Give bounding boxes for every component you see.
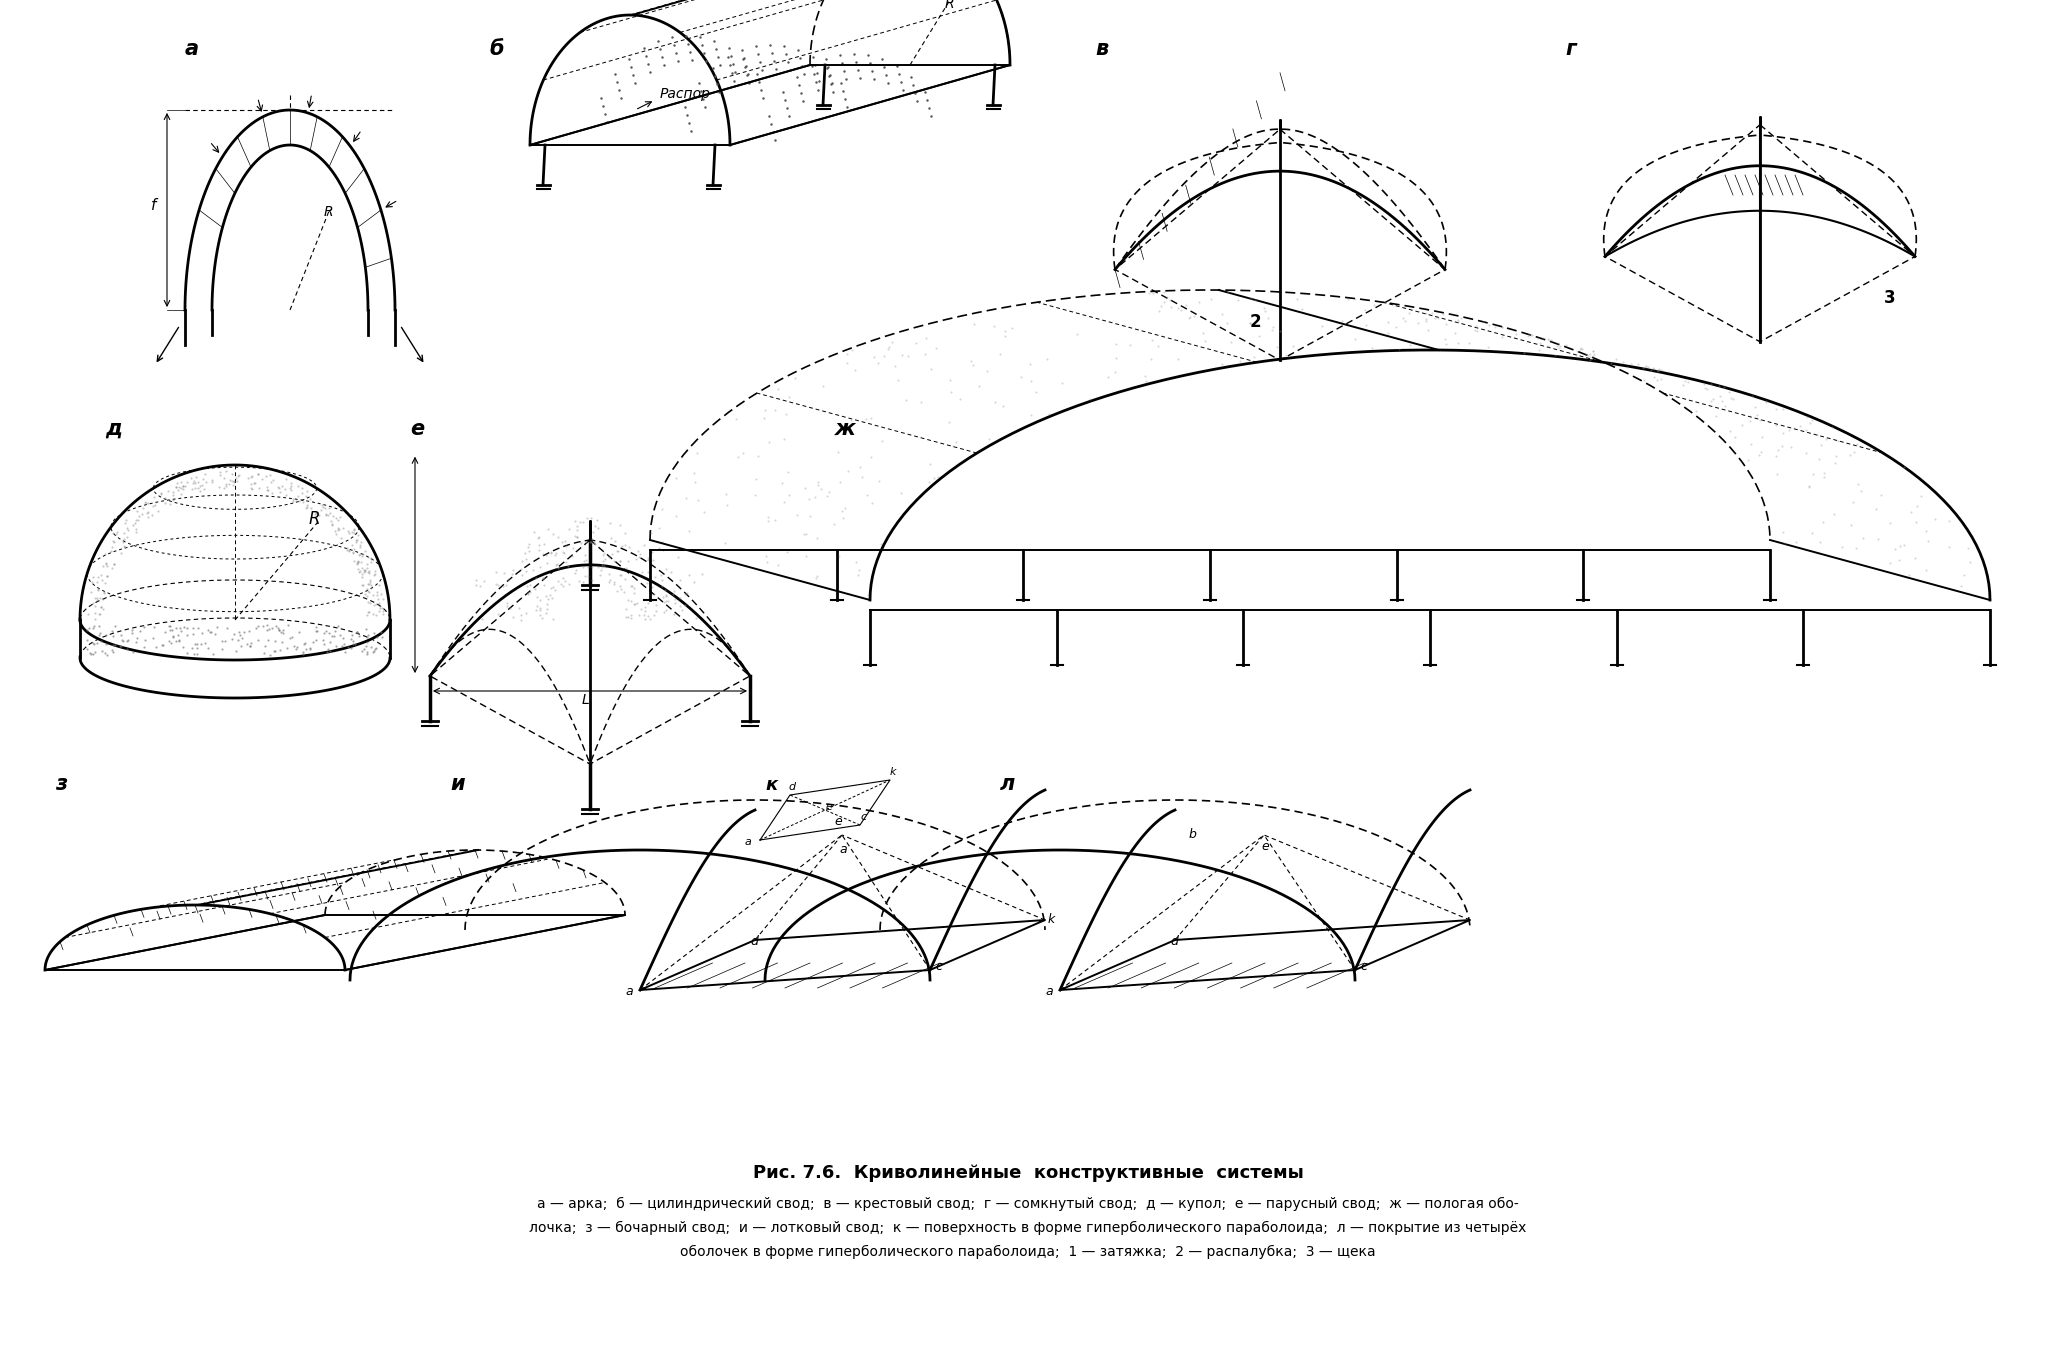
Text: г: г (1565, 39, 1575, 59)
Text: R: R (946, 0, 954, 11)
Text: a: a (839, 843, 847, 855)
Text: c: c (1359, 960, 1367, 973)
Text: и: и (450, 775, 465, 793)
Text: d: d (1170, 935, 1178, 948)
Text: д: д (105, 419, 121, 439)
Text: k: k (1049, 913, 1055, 925)
Text: Рис. 7.6.  Криволинейные  конструктивные  системы: Рис. 7.6. Криволинейные конструктивные с… (752, 1164, 1304, 1183)
Text: L: L (582, 692, 590, 707)
Text: a: a (744, 836, 752, 847)
Text: e: e (835, 815, 841, 828)
Text: з: з (56, 775, 68, 793)
Text: а — арка;  б — цилиндрический свод;  в — крестовый свод;  г — сомкнутый свод;  д: а — арка; б — цилиндрический свод; в — к… (537, 1197, 1519, 1211)
Text: лочка;  з — бочарный свод;  и — лотковый свод;  к — поверхность в форме гипербол: лочка; з — бочарный свод; и — лотковый с… (528, 1220, 1528, 1235)
Text: f: f (150, 198, 156, 213)
Text: 2: 2 (1250, 314, 1262, 331)
Text: оболочек в форме гиперболического параболоида;  1 — затяжка;  2 — распалубка;  3: оболочек в форме гиперболического парабо… (681, 1245, 1375, 1259)
Text: e: e (1260, 841, 1269, 853)
Text: d: d (787, 783, 796, 792)
Text: к: к (765, 776, 777, 793)
Text: e: e (824, 801, 833, 812)
Text: a: a (625, 985, 633, 998)
Text: R: R (325, 205, 333, 220)
Text: R: R (308, 511, 321, 528)
Text: л: л (999, 775, 1016, 793)
Text: c: c (935, 960, 942, 973)
Text: Распор: Распор (660, 88, 711, 101)
Text: d: d (750, 935, 759, 948)
Text: б: б (489, 39, 504, 59)
Text: ж: ж (835, 419, 855, 439)
Text: k: k (890, 766, 896, 777)
Text: c: c (859, 812, 866, 822)
Text: а: а (185, 39, 199, 59)
Text: a: a (1044, 985, 1053, 998)
Text: в: в (1096, 39, 1108, 59)
Text: 3: 3 (1883, 290, 1896, 307)
Text: b: b (1188, 828, 1197, 841)
Text: е: е (409, 419, 424, 439)
